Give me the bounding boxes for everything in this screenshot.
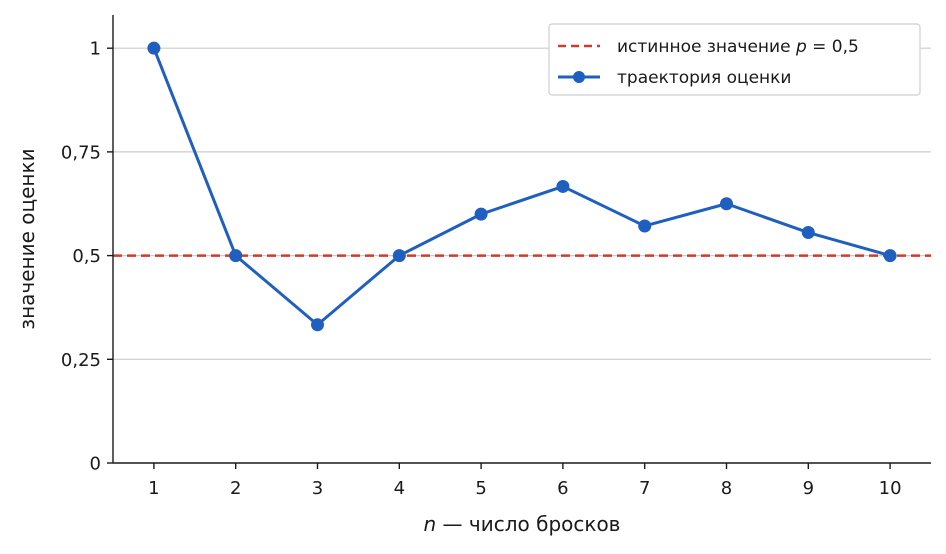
x-tick-label-6: 6 [557, 478, 568, 499]
y-tick-label-3: 0,75 [61, 142, 101, 163]
data-point-2 [229, 249, 243, 263]
data-point-4 [392, 249, 406, 263]
x-tick-label-2: 2 [230, 478, 241, 499]
legend: истинное значение p = 0,5 траектория оце… [548, 23, 921, 96]
x-tick-label-9: 9 [803, 478, 814, 499]
y-tick-label-4: 1 [90, 39, 101, 60]
series-group [147, 41, 897, 332]
y-axis-title: значение оценки [15, 148, 39, 329]
data-point-10 [883, 249, 897, 263]
data-point-1 [147, 41, 161, 55]
x-tick-label-8: 8 [721, 478, 732, 499]
x-tick-label-10: 10 [879, 478, 902, 499]
data-point-7 [638, 219, 652, 233]
y-tick-label-2: 0,5 [72, 246, 101, 267]
y-tick-label-1: 0,25 [61, 350, 101, 371]
x-tick-label-4: 4 [394, 478, 405, 499]
data-point-6 [556, 179, 570, 193]
data-point-8 [720, 197, 733, 211]
x-axis-title: n — число бросков [424, 512, 621, 536]
x-tick-label-3: 3 [312, 478, 323, 499]
data-point-3 [311, 318, 324, 332]
x-tick-label-5: 5 [475, 478, 486, 499]
legend-box [548, 23, 921, 96]
data-point-5 [474, 207, 488, 221]
legend-label-series: траектория оценки [617, 68, 791, 88]
data-point-9 [801, 226, 815, 240]
axes [107, 15, 931, 469]
tick-labels: 0 0,25 0,5 0,75 1 1 2 3 4 5 6 7 8 9 10 [61, 39, 902, 499]
x-tick-label-7: 7 [639, 478, 650, 499]
x-tick-label-1: 1 [148, 478, 159, 499]
series-line-0 [152, 46, 892, 327]
legend-swatch-series-marker [573, 71, 585, 83]
y-tick-label-0: 0 [90, 454, 101, 475]
legend-label-reference: истинное значение p = 0,5 [617, 37, 859, 57]
